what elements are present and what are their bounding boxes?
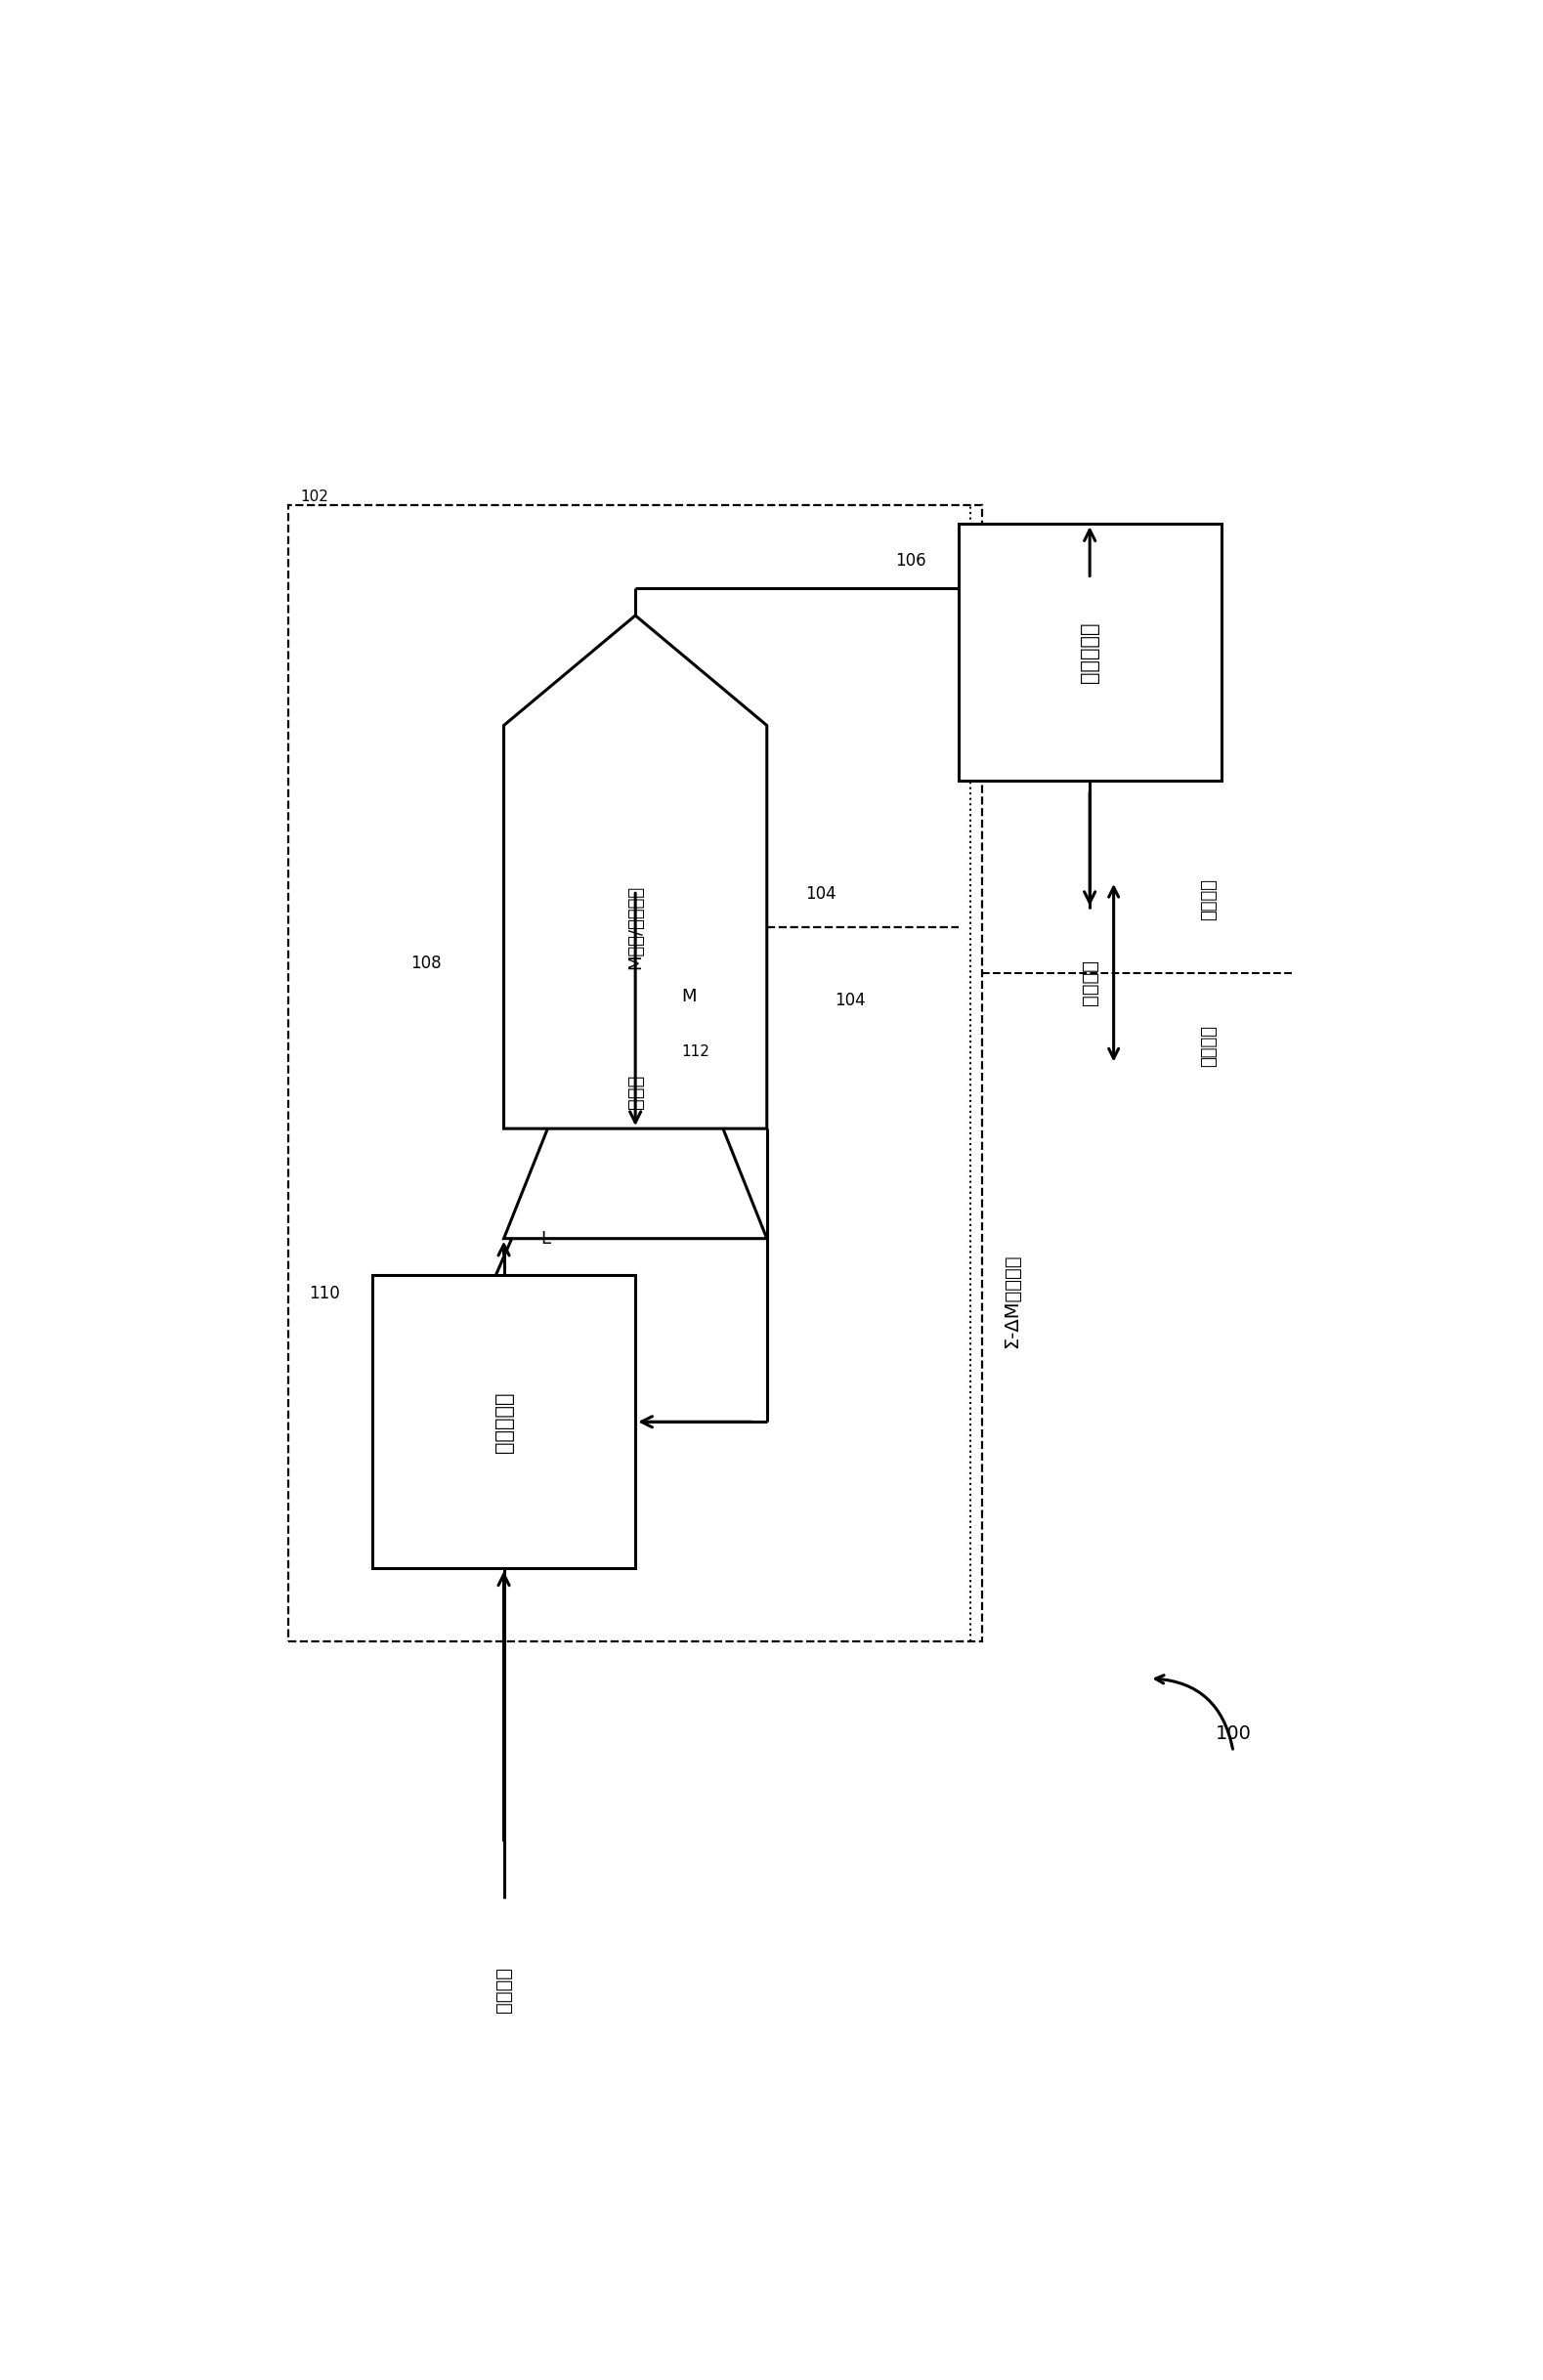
Text: 数字输入: 数字输入 <box>494 1966 514 2013</box>
Text: 低通滤波器: 低通滤波器 <box>1080 621 1100 683</box>
Text: L: L <box>540 1230 551 1247</box>
Bar <box>372 1276 636 1568</box>
Text: 102: 102 <box>301 488 329 505</box>
Text: 104: 104 <box>805 885 836 902</box>
Text: 量化器: 量化器 <box>626 1076 645 1109</box>
Text: 模拟输出: 模拟输出 <box>1080 959 1099 1004</box>
Text: 104: 104 <box>835 992 866 1009</box>
Text: 100: 100 <box>1216 1723 1251 1742</box>
Text: 108: 108 <box>410 954 441 973</box>
Text: 112: 112 <box>680 1045 710 1059</box>
Bar <box>958 524 1222 781</box>
Text: M位数/模转换器: M位数/模转换器 <box>626 885 643 969</box>
Text: M: M <box>682 988 697 1004</box>
Text: 模拟电路: 模拟电路 <box>1200 1026 1217 1066</box>
Text: 110: 110 <box>309 1285 339 1302</box>
Text: Σ-ΔM位调制器: Σ-ΔM位调制器 <box>1003 1254 1021 1347</box>
Text: 106: 106 <box>895 552 926 569</box>
Polygon shape <box>503 616 767 1128</box>
Text: 环路滤波器: 环路滤波器 <box>494 1392 514 1452</box>
Text: 数字电路: 数字电路 <box>1200 878 1217 921</box>
Polygon shape <box>503 909 767 1238</box>
